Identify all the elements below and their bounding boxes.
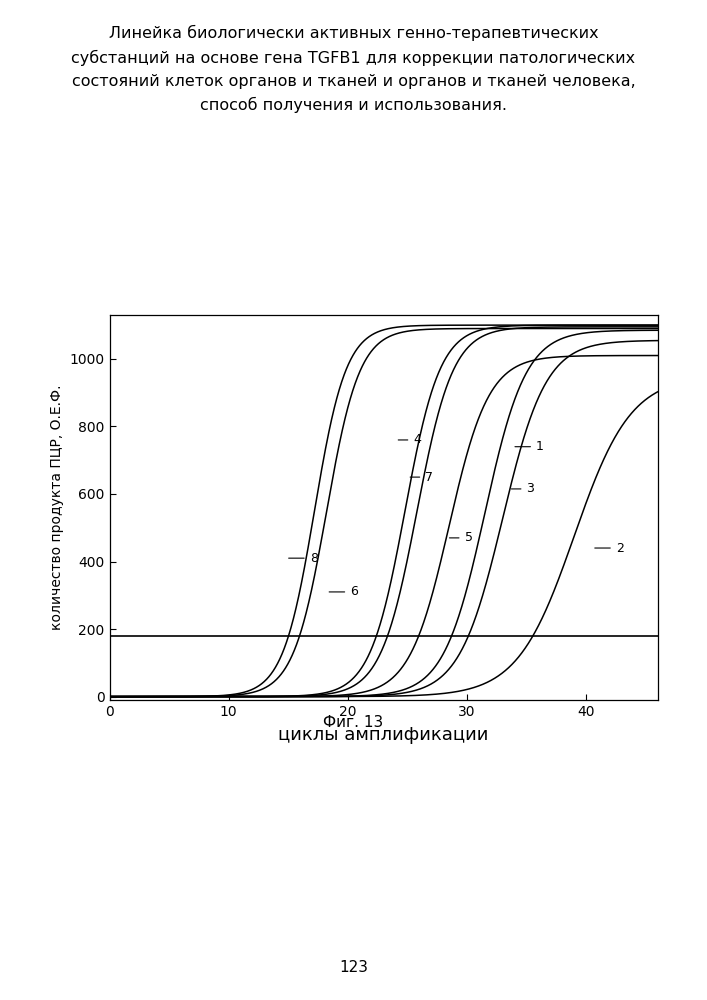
- Text: 4: 4: [398, 433, 421, 446]
- Y-axis label: количество продукта ПЦР, О.Е.Ф.: количество продукта ПЦР, О.Е.Ф.: [50, 385, 64, 630]
- Text: Фиг. 13: Фиг. 13: [323, 715, 384, 730]
- Text: 3: 3: [511, 482, 534, 495]
- Text: 8: 8: [288, 552, 317, 565]
- Text: Линейка биологически активных генно-терапевтических
субстанций на основе гена TG: Линейка биологически активных генно-тера…: [71, 25, 636, 113]
- Text: 123: 123: [339, 960, 368, 975]
- Text: 5: 5: [450, 531, 472, 544]
- Text: 6: 6: [329, 585, 358, 598]
- Text: 1: 1: [515, 440, 544, 453]
- Text: 2: 2: [595, 542, 624, 555]
- X-axis label: циклы амплификации: циклы амплификации: [279, 726, 489, 744]
- Text: 7: 7: [410, 471, 433, 484]
